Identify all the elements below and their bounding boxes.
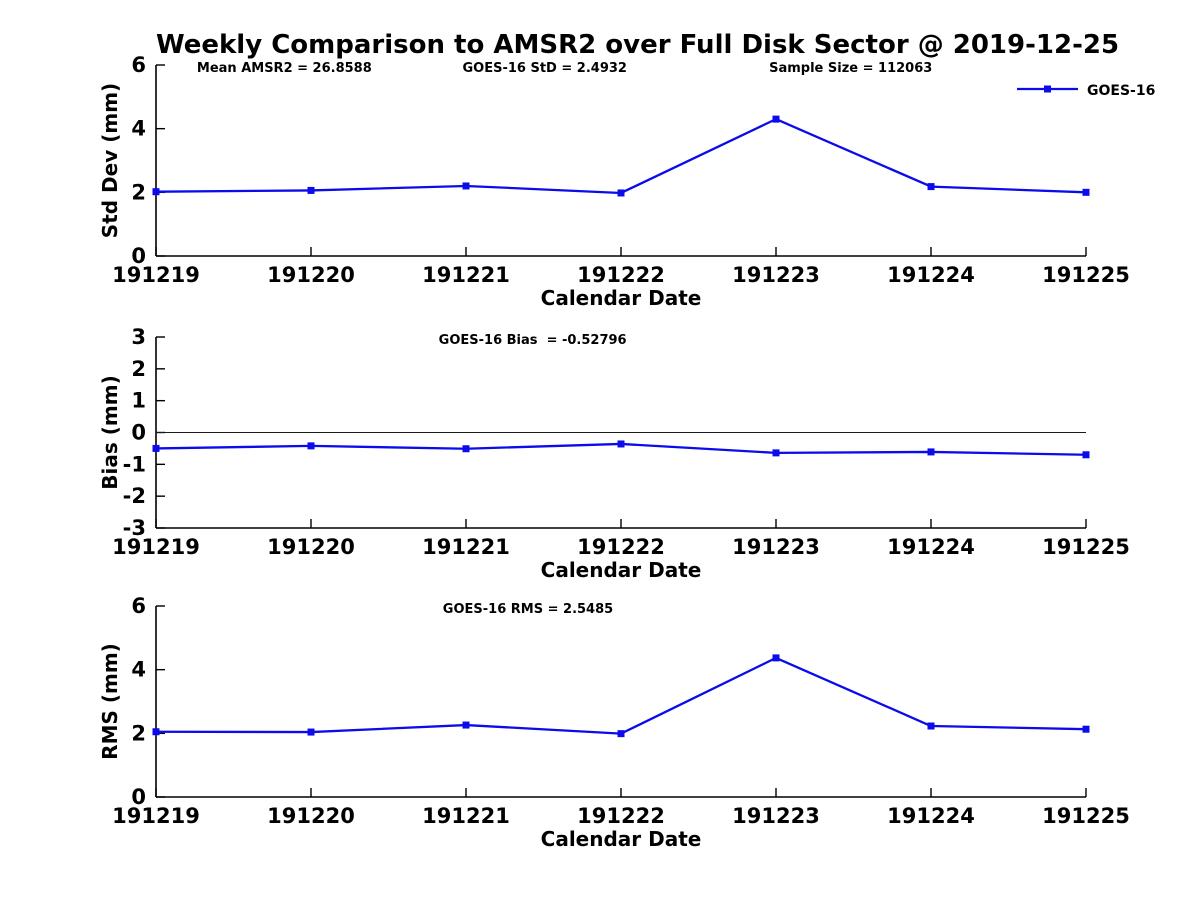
stat-annotation: GOES-16 RMS = 2.5485 <box>443 602 613 617</box>
x-tick-label: 191220 <box>267 535 355 559</box>
y-axis-title: RMS (mm) <box>98 643 122 760</box>
data-point-marker <box>462 445 470 453</box>
legend-label: GOES-16 <box>1087 83 1155 99</box>
x-tick-label: 191219 <box>112 535 200 559</box>
x-tick-label: 191223 <box>732 263 820 287</box>
data-point-marker <box>1082 188 1090 196</box>
data-point-marker <box>462 182 470 190</box>
x-tick-label: 191225 <box>1042 535 1130 559</box>
data-point-marker <box>772 449 780 457</box>
x-tick-label: 191220 <box>267 804 355 828</box>
data-point-marker <box>617 730 625 738</box>
x-tick-label: 191225 <box>1042 263 1130 287</box>
chart-title: Weekly Comparison to AMSR2 over Full Dis… <box>156 30 1120 60</box>
y-axis-title: Std Dev (mm) <box>98 83 122 238</box>
stat-annotation: GOES-16 StD = 2.4932 <box>463 61 627 76</box>
x-tick-label: 191221 <box>422 535 510 559</box>
series-line <box>155 656 1087 735</box>
y-tick-label: 1 <box>131 389 146 413</box>
data-point-marker <box>307 442 315 450</box>
stat-annotation: GOES-16 Bias = -0.52796 <box>439 333 627 348</box>
stat-annotation: Sample Size = 112063 <box>769 61 932 76</box>
x-tick-label: 191224 <box>887 263 975 287</box>
data-point-marker <box>772 654 780 662</box>
y-tick-label: 0 <box>131 785 146 809</box>
x-tick-label: 191223 <box>732 535 820 559</box>
x-tick-label: 191222 <box>577 804 665 828</box>
y-tick-label: 2 <box>131 180 146 204</box>
stat-annotation: Mean AMSR2 = 26.8588 <box>197 61 372 76</box>
y-tick-label: -2 <box>123 484 146 508</box>
data-point-marker <box>307 186 315 194</box>
subplot-std-dev: 0 2 4 6 191219 191220 191221 191222 191223 191224… <box>98 53 1155 310</box>
y-tick-label: 0 <box>131 244 146 268</box>
y-tick-label: 2 <box>131 357 146 381</box>
legend-marker <box>1044 85 1051 93</box>
y-tick-label: 2 <box>131 721 146 745</box>
data-point-marker <box>927 448 935 456</box>
subplot-rms: 0 2 4 6 191219 191220 191221 191222 191223 191224… <box>98 594 1130 851</box>
x-tick-label: 191225 <box>1042 804 1130 828</box>
data-point-marker <box>152 728 160 736</box>
data-point-marker <box>617 189 625 197</box>
subplot-bias: -3 -2 -1 0 1 2 3 191219 191220 191221 191222 191223… <box>98 325 1130 582</box>
data-point-marker <box>152 444 160 452</box>
data-point-marker <box>307 728 315 736</box>
x-tick-label: 191223 <box>732 804 820 828</box>
y-axis-title: Bias (mm) <box>98 375 122 489</box>
x-tick-label: 191220 <box>267 263 355 287</box>
x-tick-label: 191221 <box>422 804 510 828</box>
x-tick-label: 191224 <box>887 804 975 828</box>
x-tick-label: 191219 <box>112 263 200 287</box>
x-tick-label: 191224 <box>887 535 975 559</box>
data-point-marker <box>152 188 160 196</box>
data-point-marker <box>927 722 935 730</box>
y-tick-label: -3 <box>123 516 146 540</box>
series-line <box>155 117 1087 195</box>
data-point-marker <box>462 721 470 729</box>
data-point-marker <box>772 115 780 123</box>
y-tick-label: 6 <box>131 594 146 618</box>
x-tick-label: 191222 <box>577 263 665 287</box>
y-tick-label: 3 <box>131 325 146 349</box>
data-point-marker <box>617 440 625 448</box>
x-axis-title: Calendar Date <box>541 286 702 310</box>
data-point-marker <box>1082 451 1090 459</box>
x-axis-title: Calendar Date <box>541 827 702 851</box>
x-tick-label: 191222 <box>577 535 665 559</box>
y-tick-label: 0 <box>131 421 146 445</box>
data-point-marker <box>1082 725 1090 733</box>
legend: GOES-16 <box>1017 83 1155 99</box>
y-tick-label: 4 <box>131 658 146 682</box>
y-tick-label: 6 <box>131 53 146 77</box>
y-tick-label: -1 <box>123 452 146 476</box>
x-tick-label: 191219 <box>112 804 200 828</box>
y-tick-label: 4 <box>131 117 146 141</box>
x-axis-title: Calendar Date <box>541 558 702 582</box>
x-tick-label: 191221 <box>422 263 510 287</box>
data-point-marker <box>927 183 935 191</box>
